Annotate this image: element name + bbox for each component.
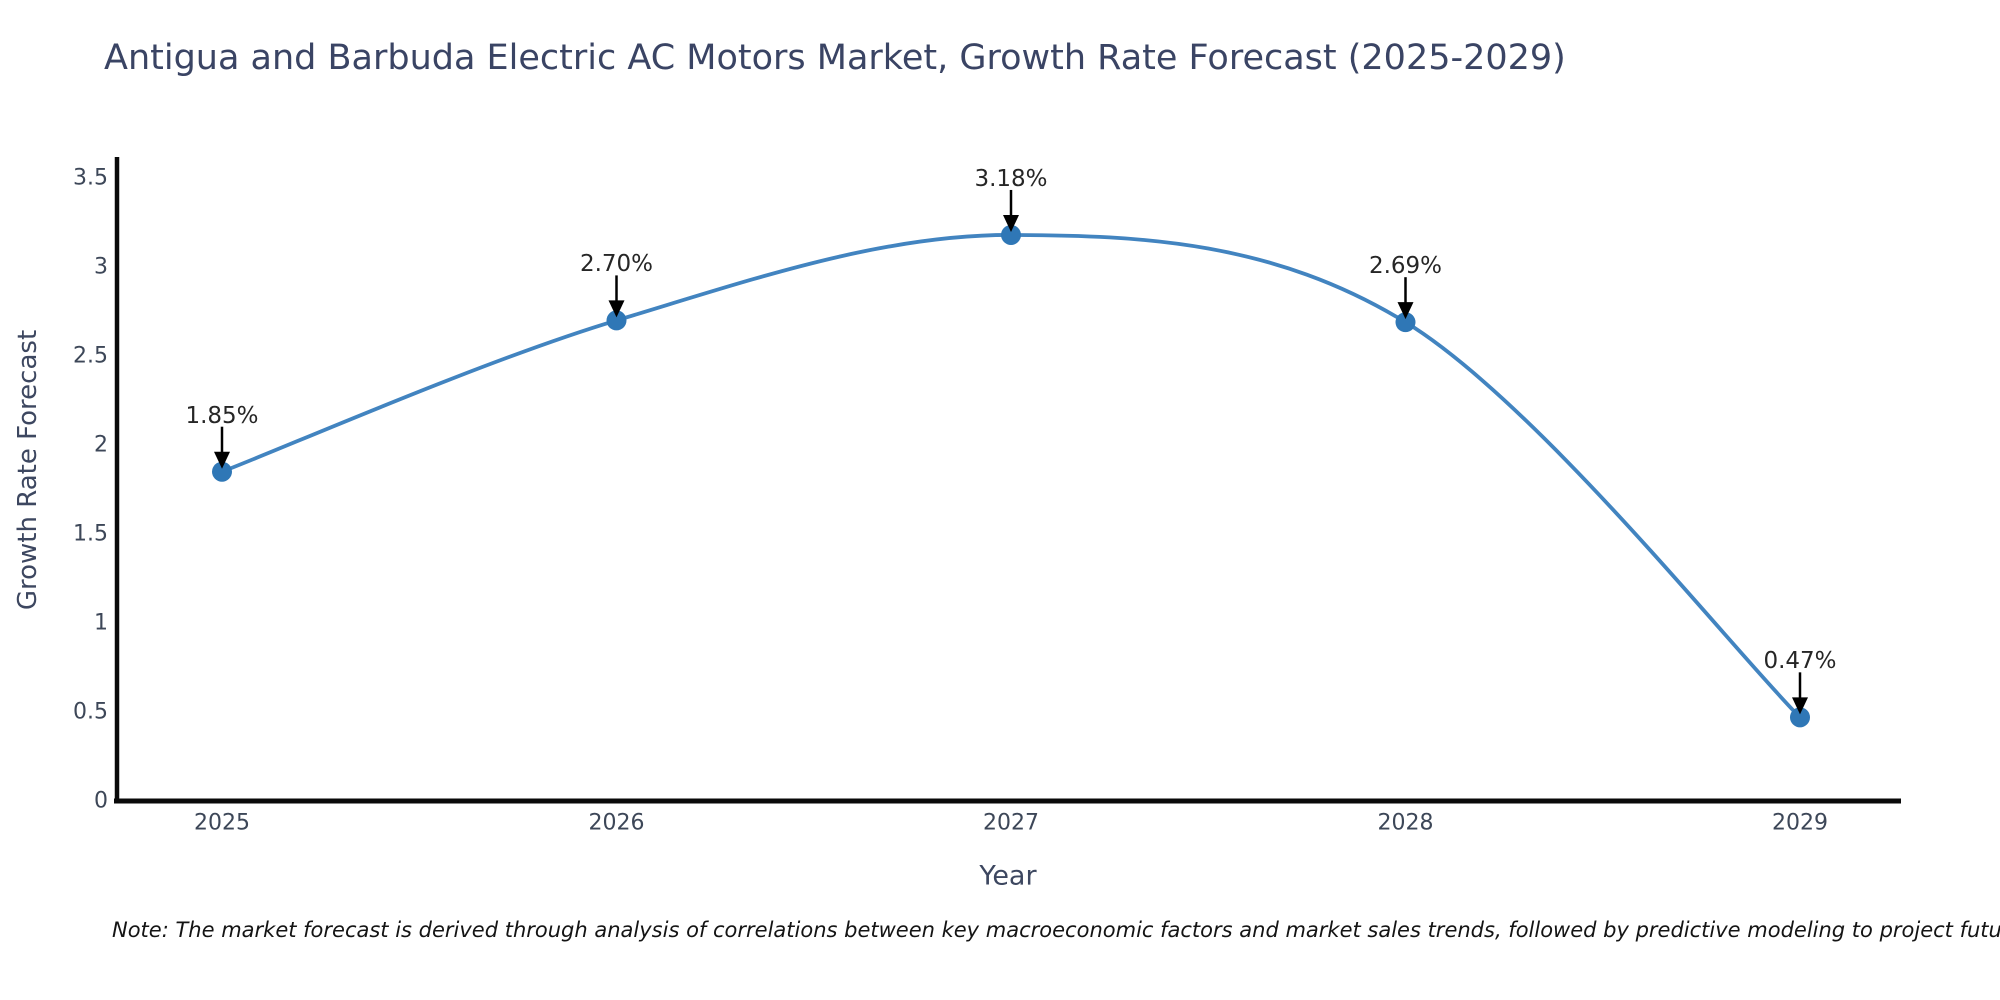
- data-point-marker: [212, 461, 232, 482]
- x-tick-label: 2027: [983, 810, 1039, 836]
- data-point-marker: [1001, 224, 1021, 245]
- x-tick-label: 2028: [1377, 810, 1434, 836]
- y-tick-label: 0.5: [73, 699, 108, 725]
- y-tick-label: 3.5: [73, 165, 108, 191]
- x-tick-label: 2025: [194, 810, 250, 836]
- annotation-arrow-head: [1003, 214, 1019, 232]
- data-point-marker: [1395, 312, 1416, 333]
- y-tick-label: 1: [94, 610, 108, 636]
- annotation-arrow-head: [608, 300, 625, 318]
- y-tick-label: 1.5: [73, 521, 108, 547]
- data-point-label: 1.85%: [185, 402, 259, 429]
- y-tick-label: 0: [94, 788, 108, 814]
- annotation-arrow-head: [1792, 697, 1808, 715]
- data-point-label: 2.70%: [579, 251, 654, 278]
- annotation-arrow-head: [1397, 302, 1414, 320]
- x-tick-label: 2026: [588, 810, 645, 836]
- y-tick-label: 2: [94, 432, 108, 458]
- data-point-label: 3.18%: [974, 165, 1048, 192]
- chart-title: Antigua and Barbuda Electric AC Motors M…: [104, 38, 1566, 78]
- y-tick-label: 3: [94, 254, 108, 280]
- x-tick-label: 2029: [1772, 810, 1828, 836]
- x-axis-title: Year: [979, 860, 1037, 892]
- forecast-line: [220, 233, 1802, 720]
- y-tick-label: 2.5: [73, 343, 108, 369]
- data-point-marker: [1790, 707, 1810, 728]
- chart-note: Note: The market forecast is derived thr…: [112, 918, 2000, 942]
- data-point-label: 0.47%: [1763, 648, 1837, 675]
- data-point-label: 2.69%: [1368, 253, 1443, 280]
- data-point-marker: [606, 310, 627, 331]
- annotation-arrow-head: [214, 451, 230, 469]
